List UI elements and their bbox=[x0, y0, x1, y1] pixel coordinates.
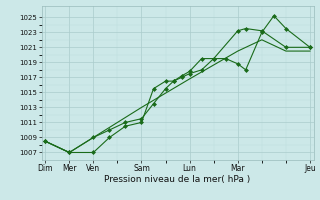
X-axis label: Pression niveau de la mer( hPa ): Pression niveau de la mer( hPa ) bbox=[104, 175, 251, 184]
